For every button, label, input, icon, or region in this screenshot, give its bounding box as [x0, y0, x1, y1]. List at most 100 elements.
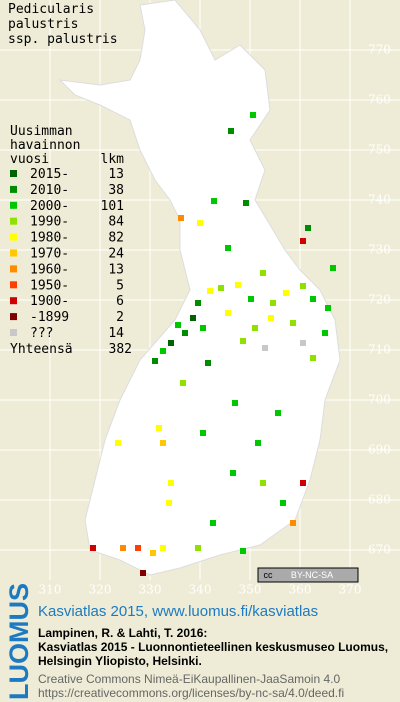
legend-header: havainnon	[10, 138, 80, 153]
title: palustris	[8, 17, 78, 32]
legend-label: 1990-	[30, 215, 69, 230]
title: Pedicularis	[8, 2, 94, 17]
badge-cc: cc	[264, 570, 274, 580]
occurrence-square	[322, 330, 328, 336]
grid-label: 720	[368, 293, 391, 307]
legend-swatch	[10, 201, 17, 209]
occurrence-square	[310, 355, 316, 361]
occurrence-square	[300, 340, 306, 346]
occurrence-square	[243, 200, 249, 206]
grid-label: 350	[239, 583, 262, 597]
legend-count: 14	[108, 326, 124, 341]
occurrence-square	[160, 545, 166, 551]
occurrence-square	[200, 430, 206, 436]
occurrence-square	[175, 322, 181, 328]
occurrence-square	[182, 330, 188, 336]
total-count: 382	[109, 342, 132, 357]
finland-outline	[58, 0, 341, 576]
occurrence-square	[262, 345, 268, 351]
occurrence-square	[240, 338, 246, 344]
logo: LUOMUS	[4, 583, 34, 700]
occurrence-square	[168, 340, 174, 346]
occurrence-square	[240, 548, 246, 554]
occurrence-square	[178, 215, 184, 221]
occurrence-square	[260, 270, 266, 276]
grid-label: 710	[368, 343, 391, 357]
legend-count: 82	[108, 231, 124, 246]
occurrence-square	[300, 238, 306, 244]
badge-text: BY-NC-SA	[291, 570, 333, 580]
legend-label: 1900-	[30, 294, 69, 309]
occurrence-square	[195, 545, 201, 551]
occurrence-square	[150, 550, 156, 556]
occurrence-square	[200, 325, 206, 331]
legend-count: 84	[108, 215, 124, 230]
grid-label: 700	[368, 393, 391, 407]
occurrence-square	[310, 296, 316, 302]
grid-label: 730	[368, 243, 391, 257]
legend-swatch	[10, 265, 17, 273]
occurrence-square	[160, 348, 166, 354]
legend-label: ???	[30, 326, 53, 341]
legend-swatch	[10, 297, 17, 305]
legend-label: 2015-	[30, 167, 69, 182]
legend-swatch	[10, 281, 17, 289]
grid-label: 310	[39, 583, 62, 597]
grid-label: 740	[368, 193, 391, 207]
legend-header: Uusimman	[10, 124, 73, 139]
occurrence-square	[156, 425, 162, 431]
occurrence-square	[252, 325, 258, 331]
occurrence-square	[168, 480, 174, 486]
grid-label: 340	[189, 583, 212, 597]
license-badge: cc BY-NC-SA	[257, 567, 359, 583]
legend-swatch	[10, 233, 17, 241]
legend-swatch	[10, 313, 17, 321]
grid-label: 760	[368, 93, 391, 107]
occurrence-square	[210, 520, 216, 526]
occurrence-square	[211, 198, 217, 204]
occurrence-square	[197, 220, 203, 226]
legend-header: vuosi	[10, 152, 49, 167]
legend-count: 38	[108, 183, 124, 198]
legend-count: 13	[108, 262, 124, 277]
legend-count: 2	[116, 310, 124, 325]
legend-swatch	[10, 217, 17, 225]
grid-label: 750	[368, 143, 391, 157]
total-label: Yhteensä	[10, 342, 73, 357]
footer-link[interactable]: Kasviatlas 2015, www.luomus.fi/kasviatla…	[38, 603, 318, 620]
license-url[interactable]: https://creativecommons.org/licenses/by-…	[38, 686, 344, 700]
occurrence-square	[90, 545, 96, 551]
legend-count: 6	[116, 294, 124, 309]
occurrence-square	[290, 520, 296, 526]
legend-count: 101	[101, 199, 124, 214]
occurrence-square	[232, 400, 238, 406]
legend-count: 5	[116, 278, 124, 293]
legend-label: -1899	[30, 310, 69, 325]
occurrence-square	[260, 480, 266, 486]
legend-swatch	[10, 185, 17, 193]
legend-label: 1960-	[30, 262, 69, 277]
legend-count: 13	[108, 167, 124, 182]
occurrence-square	[135, 545, 141, 551]
occurrence-square	[230, 470, 236, 476]
legend-swatch	[10, 249, 17, 257]
legend-swatch	[10, 170, 17, 177]
grid-label: 330	[139, 583, 162, 597]
grid-label: 680	[368, 493, 391, 507]
grid-label: 770	[368, 43, 391, 57]
legend-label: 1970-	[30, 247, 69, 262]
occurrence-square	[305, 225, 311, 231]
occurrence-square	[190, 315, 196, 321]
occurrence-square	[205, 360, 211, 366]
legend-label: 2010-	[30, 183, 69, 198]
citation: Helsingin Yliopisto, Helsinki.	[38, 654, 202, 668]
occurrence-square	[160, 440, 166, 446]
occurrence-square	[225, 310, 231, 316]
occurrence-square	[290, 320, 296, 326]
occurrence-square	[270, 300, 276, 306]
legend-label: 1980-	[30, 231, 69, 246]
occurrence-square	[235, 282, 241, 288]
occurrence-square	[300, 480, 306, 486]
